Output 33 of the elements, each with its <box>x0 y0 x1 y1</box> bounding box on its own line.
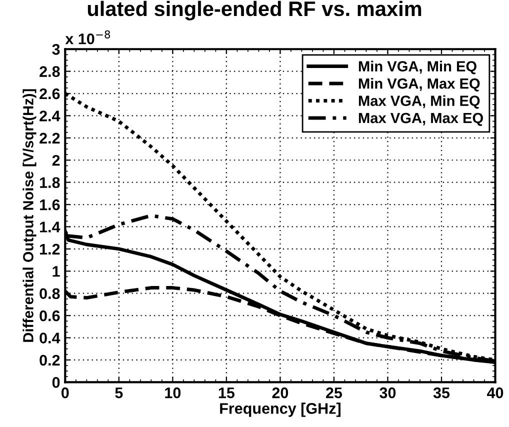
x-tick-label: 35 <box>433 387 450 398</box>
x-axis-title: Frequency [GHz] <box>220 402 340 417</box>
chart-title: ulated single-ended RF vs. maxim <box>88 0 422 20</box>
y-tick-label: 2.8 <box>40 66 60 77</box>
y-tick-label: 1.2 <box>40 244 60 254</box>
y-tick-label: 1.6 <box>40 199 60 210</box>
x-tick-label: 40 <box>486 387 504 398</box>
y-tick-label: 1 <box>52 266 60 277</box>
legend-label: Min VGA, Max EQ <box>358 78 480 92</box>
y-tick-label: 0.8 <box>40 288 60 300</box>
y-tick-label: 2.2 <box>40 132 60 144</box>
y-tick-label: 1.4 <box>40 222 60 232</box>
y-tick-label: 1.8 <box>40 177 60 188</box>
legend-label: Max VGA, Max EQ <box>358 112 483 126</box>
x-tick-label: 15 <box>218 388 235 398</box>
y-tick-label: 0.2 <box>40 354 60 366</box>
y-tick-label: 2.4 <box>40 110 60 122</box>
y-tick-label: 2.6 <box>40 88 60 100</box>
y-tick-label: 3 <box>52 44 60 55</box>
x-tick-label: 0 <box>62 387 69 398</box>
x-tick-label: 20 <box>272 387 288 398</box>
y-tick-label: 0.6 <box>40 310 60 322</box>
y-tick-label: 0.4 <box>40 332 60 344</box>
text: x 10$^{−8}$ <box>65 30 110 44</box>
y-tick-label: 0 <box>52 377 60 388</box>
legend-label: Min VGA, Min EQ <box>358 60 476 74</box>
x-tick-label: 5 <box>115 388 123 398</box>
x-tick-label: 10 <box>165 387 181 398</box>
x-tick-label: 25 <box>326 387 342 398</box>
y-axis-title: Differential Output Noise [V/sqrt(Hz)] <box>22 89 36 342</box>
x-tick-label: 30 <box>380 387 396 398</box>
legend-label: Max VGA, Min EQ <box>358 95 480 109</box>
y-tick-label: 2 <box>52 154 60 166</box>
